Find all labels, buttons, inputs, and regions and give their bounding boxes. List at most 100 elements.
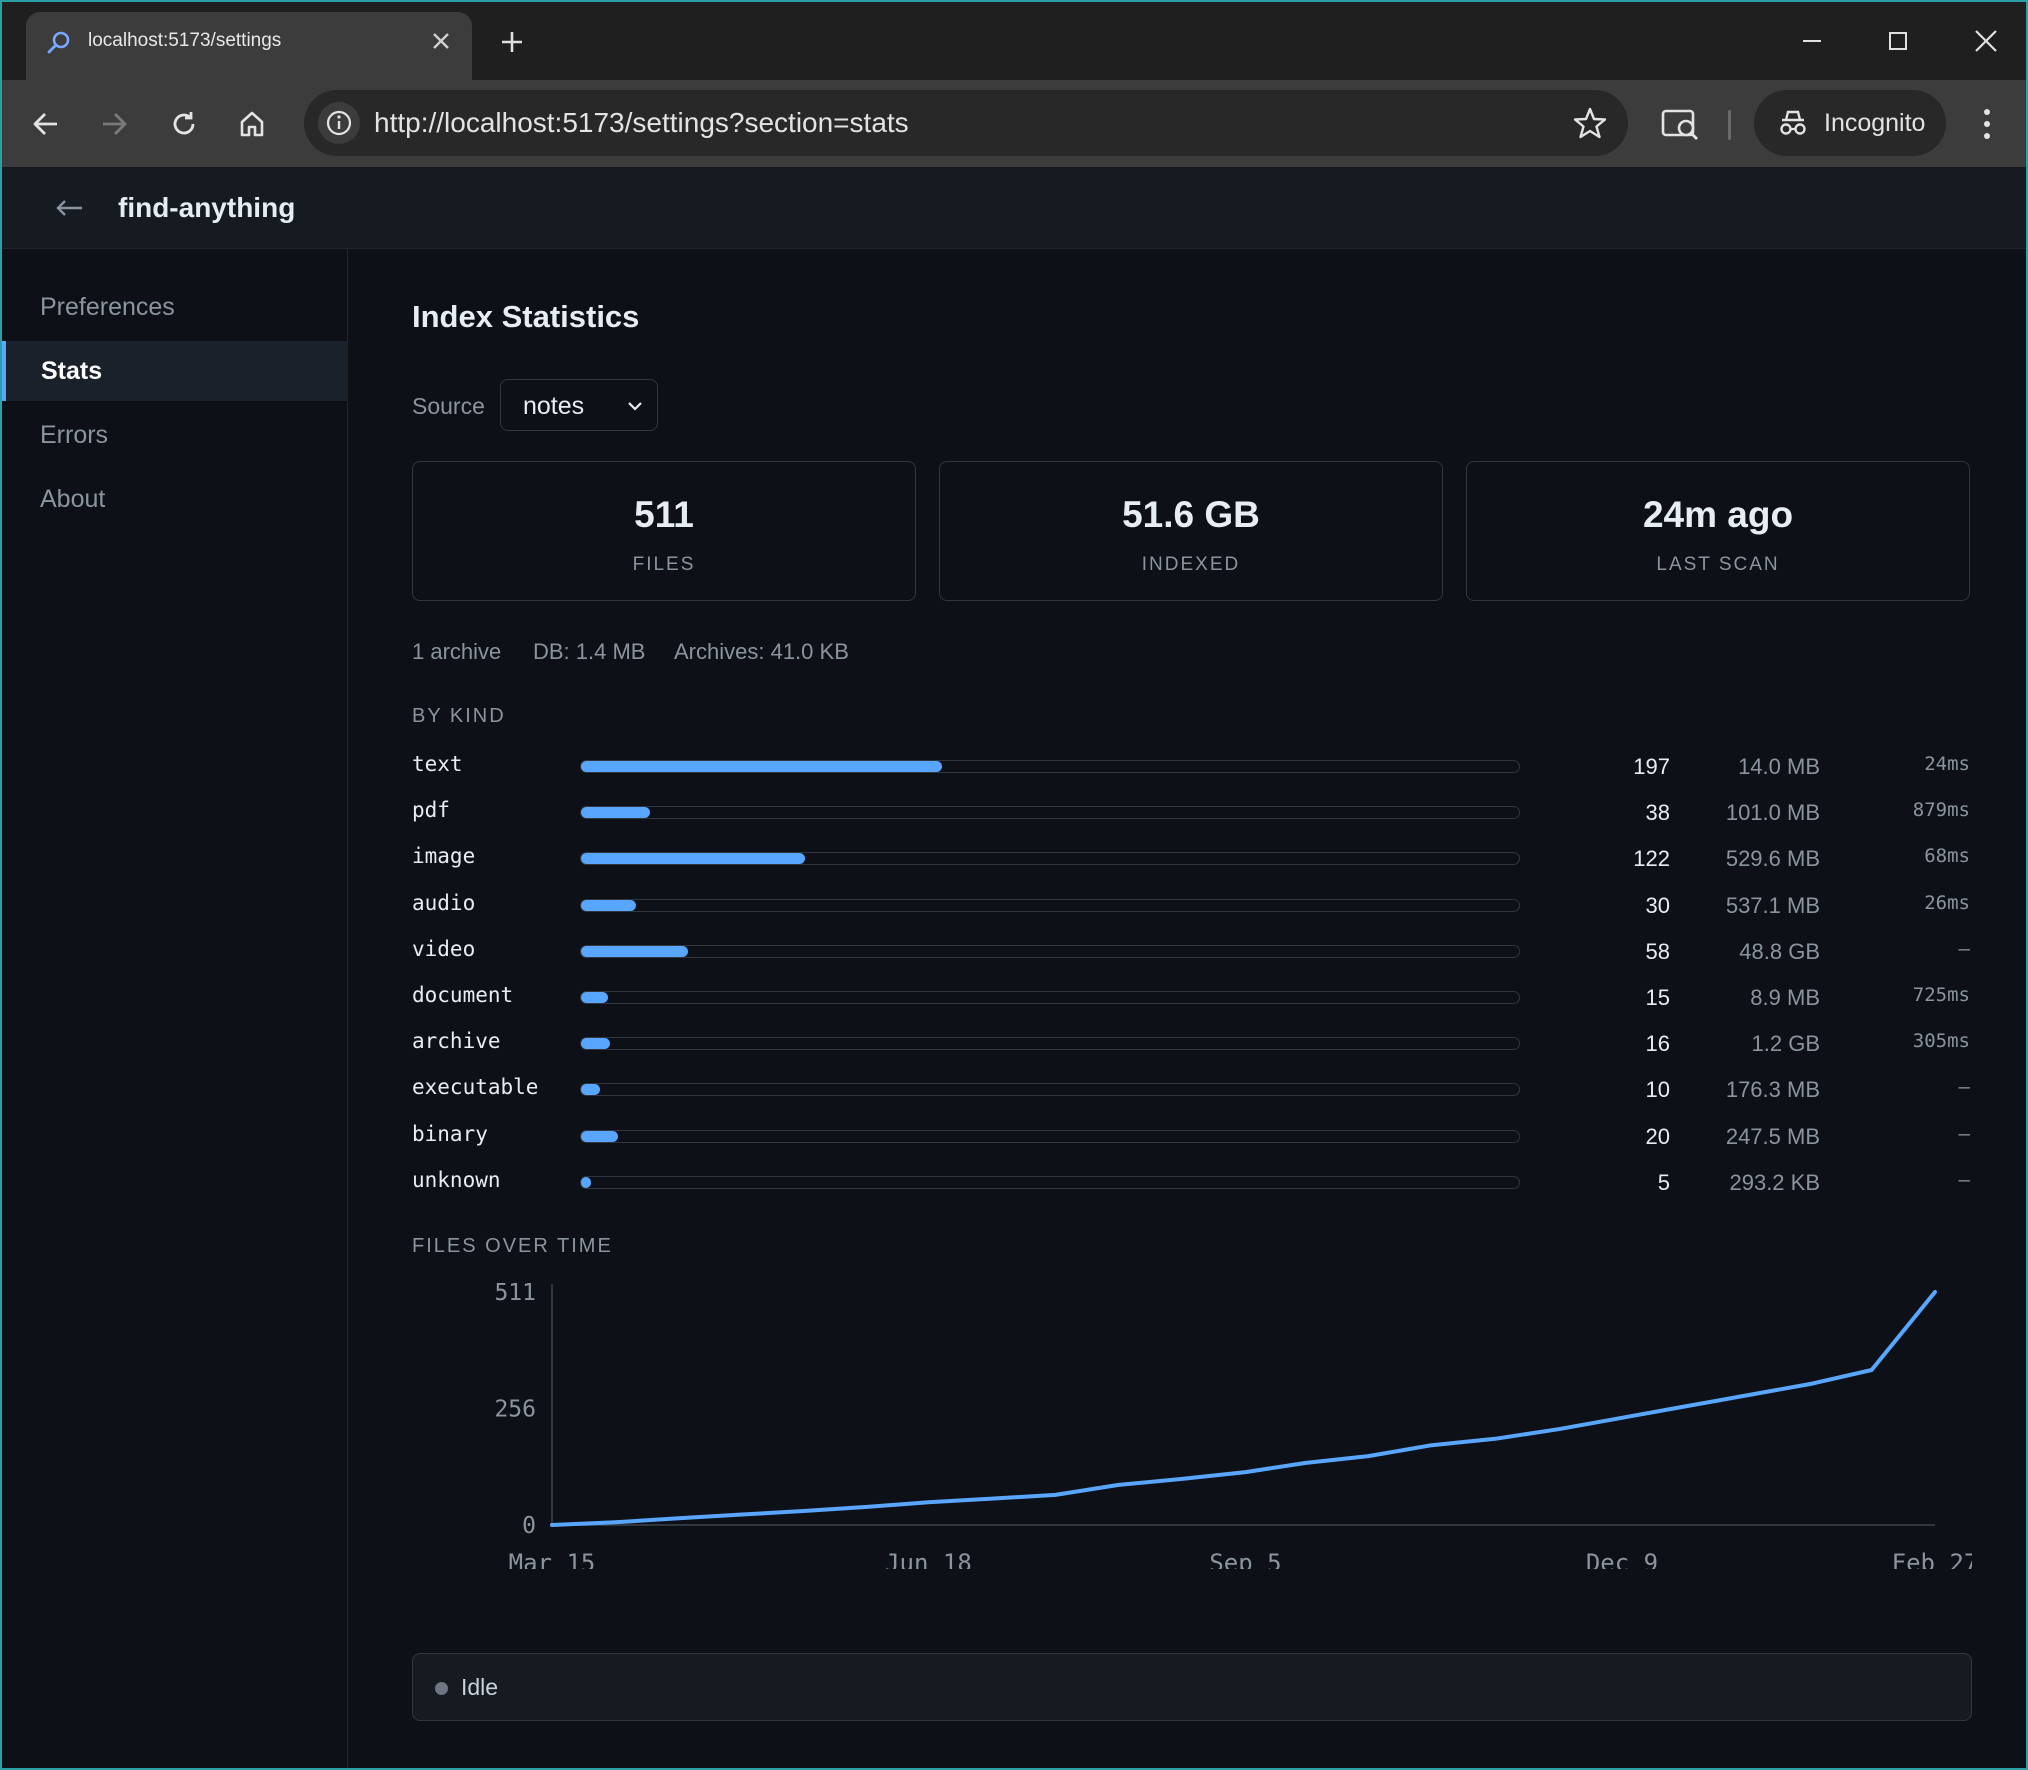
kind-time: 725ms (1912, 984, 1970, 1006)
kind-bar-track (580, 1037, 1520, 1051)
series-line (550, 1290, 1937, 1527)
arrow-left-icon (33, 113, 57, 135)
sidebar-item-stats[interactable]: Stats (2, 341, 348, 401)
incognito-icon (1780, 110, 1806, 135)
kind-name: executable (412, 1075, 539, 1100)
kind-time: 305ms (1912, 1030, 1970, 1053)
kind-bar-track (580, 944, 1520, 958)
stat-card-indexed: 51.6 GB INDEXED (939, 461, 1443, 601)
sidebar-item-about[interactable]: About (40, 485, 106, 513)
kind-count: 16 (1645, 1031, 1670, 1057)
close-icon (1975, 30, 1997, 52)
x-tick-label: Jun 18 (885, 1549, 972, 1569)
url-text[interactable]: http://localhost:5173/settings?section=s… (374, 107, 909, 138)
app-root: find-anything Preferences Stats Errors A… (0, 167, 2028, 1770)
x-tick-label: Mar 15 (509, 1549, 596, 1569)
kind-size: 176.3 MB (1725, 1077, 1820, 1103)
kind-row: image 122 529.6 MB 68ms (412, 838, 1972, 878)
stat-label: FILES (632, 554, 696, 575)
status-text: Idle (461, 1674, 499, 1700)
close-window-button[interactable] (1956, 16, 2016, 66)
source-select[interactable]: notes (500, 379, 658, 431)
incognito-button[interactable]: Incognito (1754, 90, 1946, 156)
status-bar: Idle (412, 1653, 1972, 1721)
back-button[interactable] (22, 100, 70, 148)
kind-bar-fill (581, 1176, 591, 1188)
kind-name: image (412, 844, 476, 869)
kind-row: executable 10 176.3 MB – (412, 1069, 1972, 1109)
kind-bar-fill (581, 807, 651, 819)
kind-name: text (412, 752, 463, 776)
y-tick-label: 0 (522, 1513, 536, 1539)
kind-bar-fill (581, 761, 943, 772)
kind-row: audio 30 537.1 MB 26ms (412, 885, 1972, 925)
files-over-time-chart: 511 256 0 Mar 15 Jun 18 Sep 5 Dec 9 Feb 27 (494, 1280, 1972, 1569)
stat-card-files: 511 FILES (412, 461, 916, 601)
back-arrow-icon[interactable] (54, 193, 84, 223)
kind-bar-fill (581, 945, 688, 957)
by-kind-heading: BY KIND (412, 705, 506, 727)
stat-value: 24m ago (1642, 494, 1794, 535)
reload-button[interactable] (160, 100, 208, 148)
home-icon (240, 111, 264, 137)
tab-strip: localhost:5173/settings (2, 2, 2026, 80)
kind-row: unknown 5 293.2 KB – (412, 1162, 1972, 1202)
close-tab-icon[interactable] (428, 28, 454, 54)
kind-count: 15 (1645, 985, 1670, 1010)
kind-bar-track (580, 1175, 1520, 1189)
kind-time: 24ms (1924, 753, 1970, 775)
kind-bar-track (580, 806, 1520, 820)
stat-value: 511 (634, 494, 694, 535)
bookmark-star-icon[interactable] (1572, 105, 1608, 141)
db-size: DB: 1.4 MB (533, 639, 646, 664)
kind-bar-track (580, 1129, 1520, 1143)
kind-size: 101.0 MB (1725, 800, 1820, 826)
kind-size: 14.0 MB (1738, 754, 1820, 779)
x-tick-label: Dec 9 (1586, 1549, 1658, 1569)
incognito-label: Incognito (1824, 109, 1926, 137)
x-tick-label: Sep 5 (1209, 1549, 1281, 1569)
more-menu-icon[interactable] (1972, 102, 2002, 146)
kind-name: document (412, 983, 514, 1007)
site-info-button[interactable] (318, 102, 360, 144)
source-select-value: notes (523, 392, 585, 420)
kind-bar-track (580, 852, 1520, 866)
kind-row: video 58 48.8 GB – (412, 931, 1972, 971)
kind-bar-fill (581, 1038, 611, 1050)
sidebar-item-errors[interactable]: Errors (40, 421, 109, 449)
maximize-button[interactable] (1868, 16, 1928, 66)
kind-count: 5 (1657, 1169, 1670, 1195)
kind-size: 529.6 MB (1725, 846, 1820, 872)
kind-size: 48.8 GB (1739, 938, 1820, 964)
kind-time: – (1958, 1168, 1970, 1191)
browser-tab[interactable]: localhost:5173/settings (26, 12, 472, 80)
kind-row: pdf 38 101.0 MB 879ms (412, 792, 1972, 832)
kind-size: 293.2 KB (1729, 1169, 1820, 1195)
new-tab-icon[interactable] (494, 24, 530, 60)
browser-toolbar: http://localhost:5173/settings?section=s… (2, 80, 2026, 169)
page-title: Index Statistics (412, 299, 640, 334)
sidebar-item-preferences[interactable]: Preferences (40, 293, 175, 321)
minimize-button[interactable] (1782, 16, 1842, 66)
kind-name: video (412, 936, 476, 961)
kind-count: 20 (1645, 1123, 1670, 1149)
kind-count: 58 (1645, 938, 1670, 964)
kind-time: 879ms (1912, 799, 1970, 822)
kind-count: 197 (1633, 754, 1670, 779)
kind-bar-track (580, 1083, 1520, 1097)
kind-count: 122 (1633, 846, 1670, 872)
forward-button[interactable] (90, 100, 138, 148)
address-bar[interactable]: http://localhost:5173/settings?section=s… (304, 90, 1628, 156)
page-search-icon[interactable] (1658, 102, 1702, 146)
kind-count: 38 (1645, 800, 1670, 826)
home-button[interactable] (228, 100, 276, 148)
kind-row: document 15 8.9 MB 725ms (412, 977, 1972, 1017)
toolbar-divider (1728, 110, 1731, 140)
kind-row: archive 16 1.2 GB 305ms (412, 1023, 1972, 1063)
app-header: find-anything (2, 167, 2026, 249)
minimize-icon (1803, 40, 1821, 42)
y-tick-label: 256 (494, 1397, 536, 1423)
kind-bar-fill (581, 1130, 618, 1142)
kind-size: 247.5 MB (1725, 1123, 1820, 1149)
kind-name: audio (412, 890, 476, 915)
